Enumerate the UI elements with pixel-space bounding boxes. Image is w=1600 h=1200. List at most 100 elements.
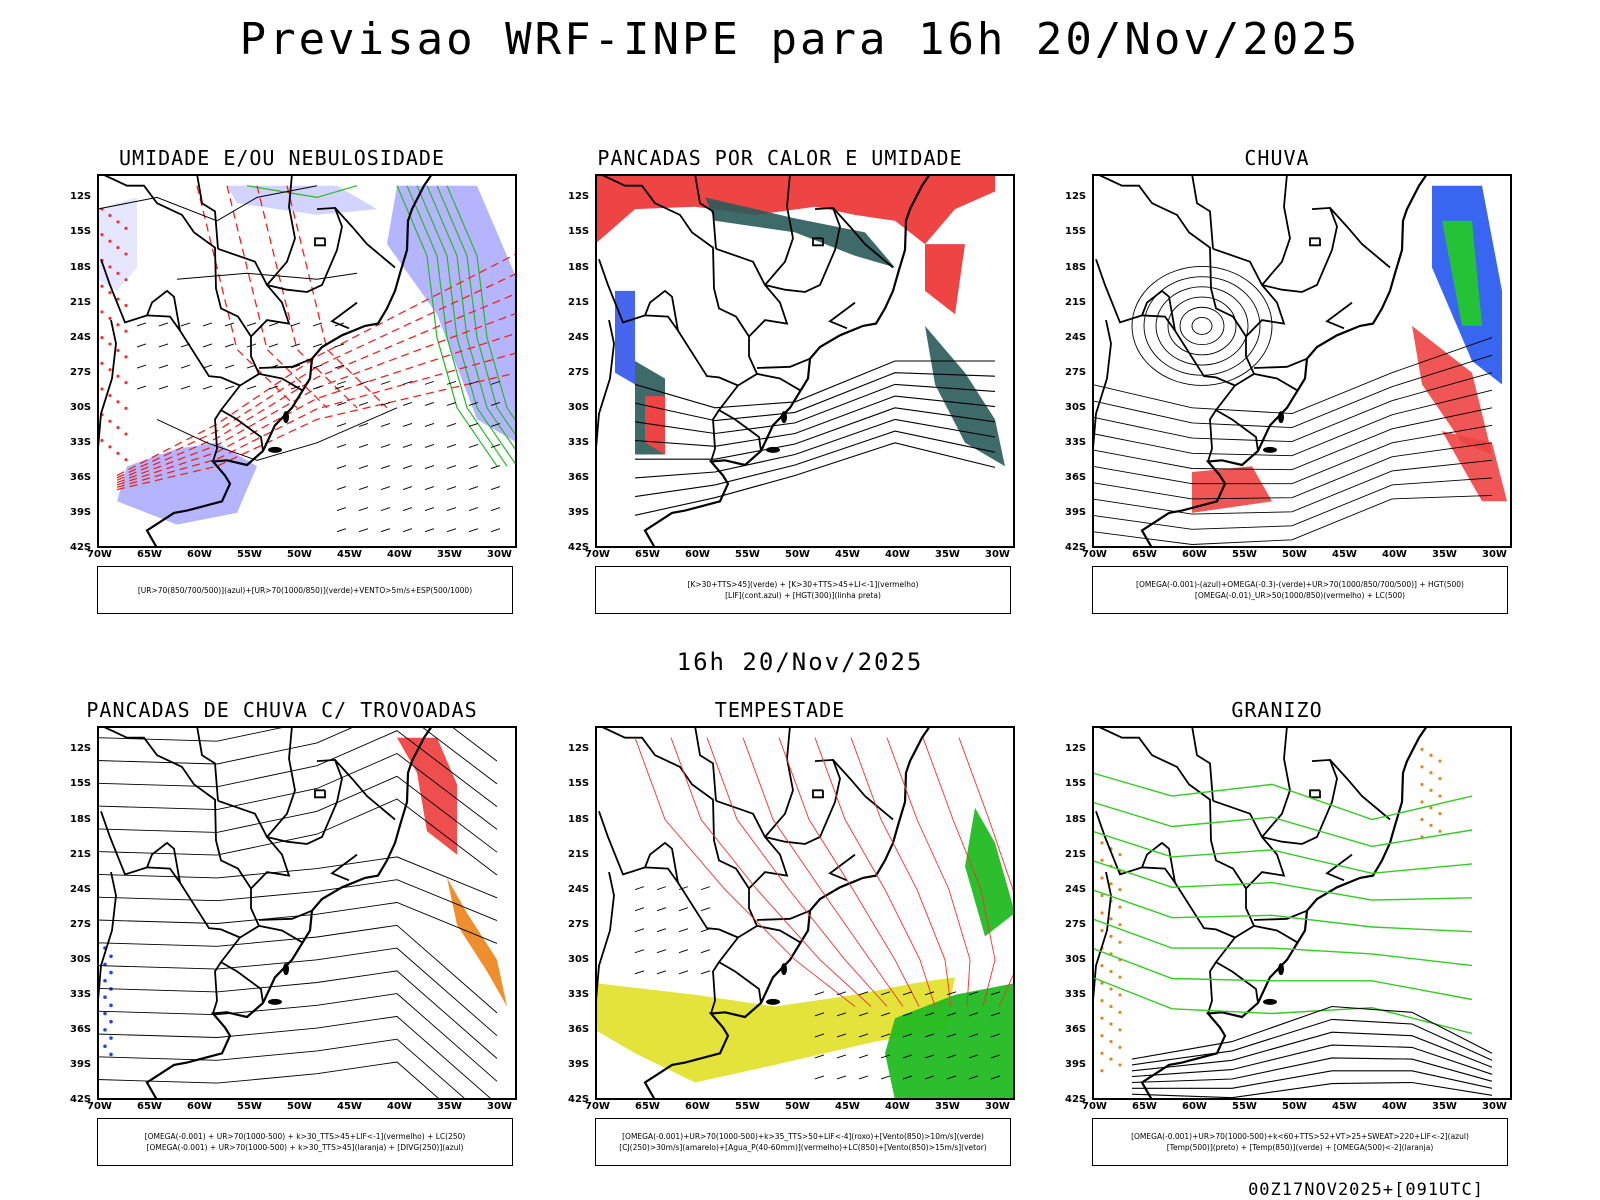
border-line <box>1141 841 1176 883</box>
wind-vector <box>136 322 147 327</box>
geopotential-contour <box>1167 296 1237 356</box>
wind-vector <box>924 1075 935 1080</box>
lat-tick-label: 33S <box>70 988 92 1000</box>
border-line <box>1095 811 1236 939</box>
panel-title: CHUVA <box>1244 146 1310 170</box>
wind-vector <box>246 322 257 327</box>
wind-vector <box>968 1033 979 1038</box>
geopotential-contour <box>634 418 996 479</box>
omega-dot <box>1420 817 1424 822</box>
map-canvas <box>595 174 1015 548</box>
wind-vector <box>246 385 257 390</box>
thickness-label-cluster <box>116 246 120 250</box>
wind-vector <box>656 928 667 933</box>
map-border <box>1092 726 1512 1100</box>
wind-vector <box>814 1075 825 1080</box>
wind-vector <box>814 991 825 996</box>
divergence-dot <box>103 978 107 983</box>
geopotential-contour <box>634 372 996 422</box>
map-frame <box>97 174 517 548</box>
lon-tick-label: 35W <box>1432 549 1457 560</box>
wind-vector <box>424 444 435 448</box>
wind850-area <box>885 983 1015 1100</box>
streamline <box>97 993 498 1082</box>
map-frame <box>97 726 517 1100</box>
thickness-label-cluster <box>124 432 128 436</box>
border-line <box>1253 373 1298 391</box>
map-frame <box>595 726 1015 1100</box>
omega-dot <box>1100 1051 1104 1055</box>
lat-tick-label: 42S <box>568 1094 590 1105</box>
wind-vector <box>402 401 413 406</box>
streamline <box>97 856 498 899</box>
border-line <box>1253 357 1308 369</box>
lat-tick-label: 27S <box>1065 366 1087 378</box>
lagoa <box>268 998 282 1005</box>
streamline <box>670 737 872 1007</box>
geopotential-contour <box>1092 372 1493 443</box>
omega-dot <box>1109 1057 1113 1061</box>
border-line <box>1329 207 1391 269</box>
thickness-contour <box>116 292 517 481</box>
wind-vector <box>358 380 369 385</box>
wind-vector <box>924 1012 935 1017</box>
border-line <box>334 207 396 269</box>
wind-vector <box>268 385 279 390</box>
border-line <box>832 207 894 269</box>
border-line <box>1329 759 1391 821</box>
coastline <box>1140 726 1429 1100</box>
lagoa <box>268 446 282 453</box>
lagoa <box>1263 446 1277 453</box>
geopotential-contour <box>1092 354 1493 429</box>
border-line <box>314 237 326 247</box>
wind-vector <box>678 928 689 933</box>
moisture-area <box>705 197 895 268</box>
lagoa <box>766 998 780 1005</box>
border-line <box>1092 319 1112 457</box>
legend-line: [LIF](cont.azul) + [HGT(300)](linha pret… <box>725 591 881 600</box>
wind-vector <box>358 444 369 448</box>
wind-vector <box>336 507 347 512</box>
lon-tick-label: 35W <box>437 549 462 560</box>
border-line <box>330 301 358 330</box>
omega-dot <box>1118 888 1122 892</box>
wind-vector <box>446 380 457 385</box>
border-line <box>1096 726 1259 1004</box>
map-border <box>595 726 1015 1100</box>
wind-vector <box>402 423 413 427</box>
lon-tick-label: 30W <box>985 549 1010 560</box>
panel-title: UMIDADE E/OU NEBULOSIDADE <box>118 146 446 170</box>
wind-vector <box>136 343 147 348</box>
lon-tick-label: 55W <box>1232 1101 1257 1112</box>
geopotential-contour <box>1155 286 1249 366</box>
streamline <box>97 879 498 922</box>
lat-tick-label: 12S <box>1065 191 1087 203</box>
omega-rh-area <box>1192 466 1272 513</box>
omega-dot <box>1109 882 1113 886</box>
lon-tick-label: 70W <box>585 1101 610 1112</box>
omega-dot <box>1118 940 1122 944</box>
wind-vector <box>700 886 711 891</box>
tempest-fields <box>595 807 1015 1100</box>
hail-fields <box>1100 747 1442 1073</box>
humidity-low-contour <box>396 185 498 467</box>
temp500-contour <box>1131 1044 1493 1078</box>
streamline <box>778 737 920 1007</box>
wind-vector <box>402 486 413 490</box>
omega-dot <box>1118 1045 1122 1050</box>
border-line <box>1212 247 1286 338</box>
wind-vector <box>424 465 435 469</box>
wind-vector <box>634 928 645 933</box>
border-line <box>1325 853 1353 882</box>
lat-tick-label: 36S <box>70 1023 92 1035</box>
wind-vector <box>180 364 191 369</box>
temp500-contour <box>1131 1057 1493 1084</box>
wind-vector <box>858 1054 869 1059</box>
panel-title: PANCADAS DE CHUVA C/ TROVOADAS <box>86 698 478 722</box>
streamline <box>97 752 498 830</box>
wind-vector <box>634 949 645 954</box>
thickness-contour <box>256 185 358 409</box>
wind-vector <box>678 970 689 975</box>
wind-vector <box>424 486 435 490</box>
wind-vector <box>336 465 347 469</box>
